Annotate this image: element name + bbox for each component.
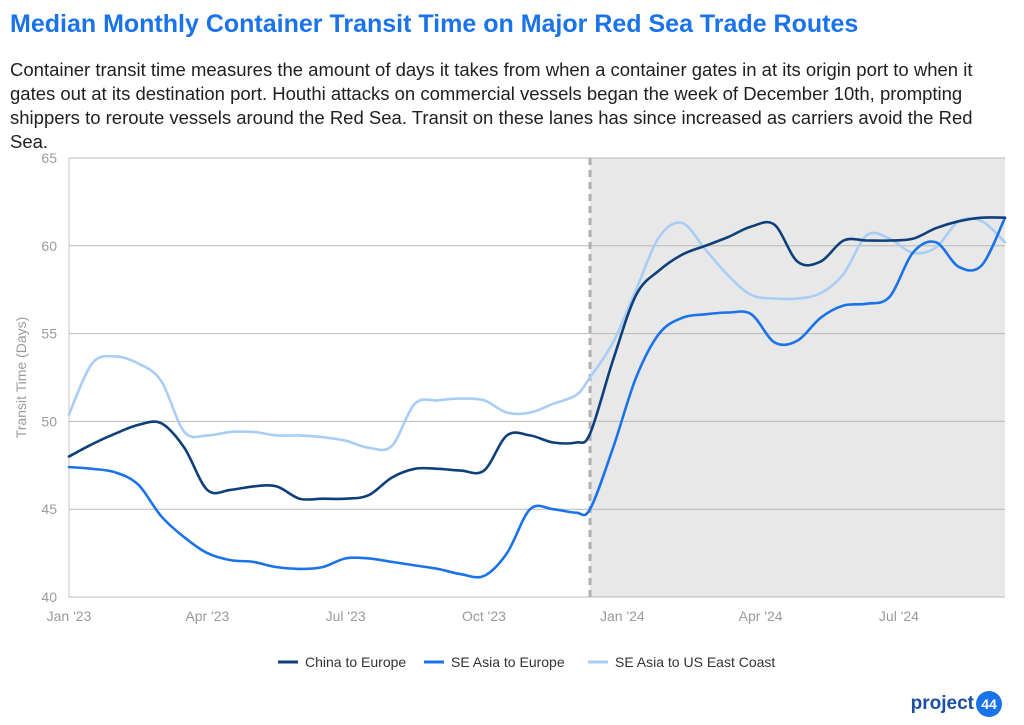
legend-label-se-asia-to-us-east-coast: SE Asia to US East Coast — [615, 654, 775, 670]
series-line-se-asia-to-us-east-coast — [67, 216, 1007, 452]
x-tick-label: Apr '23 — [185, 608, 229, 624]
chart-title: Median Monthly Container Transit Time on… — [10, 10, 859, 38]
y-axis-title: Transit Time (Days) — [13, 317, 29, 439]
y-tick-label: 40 — [41, 589, 57, 605]
x-tick-label: Oct '23 — [462, 608, 506, 624]
x-tick-label: Jul '23 — [326, 608, 366, 624]
series-line-se-asia-to-europe — [67, 216, 1007, 579]
x-tick-label: Apr '24 — [739, 608, 783, 624]
y-tick-label: 50 — [41, 413, 57, 429]
y-tick-label: 65 — [41, 150, 57, 166]
legend-label-se-asia-to-europe: SE Asia to Europe — [451, 654, 565, 670]
x-tick-label: Jan '23 — [47, 608, 92, 624]
x-tick-label: Jan '24 — [600, 608, 645, 624]
logo-badge: 44 — [976, 691, 1002, 717]
post-attack-shaded-region — [590, 158, 1005, 597]
series-line-china-to-europe — [67, 216, 1007, 501]
legend-label-china-to-europe: China to Europe — [305, 654, 406, 670]
y-tick-label: 45 — [41, 501, 57, 517]
chart-subtitle: Container transit time measures the amou… — [10, 59, 973, 152]
project44-logo: project 44 — [911, 691, 1002, 717]
logo-text: project — [910, 693, 974, 714]
y-tick-label: 60 — [41, 238, 57, 254]
x-tick-label: Jul '24 — [879, 608, 919, 624]
y-tick-label: 55 — [41, 326, 57, 342]
